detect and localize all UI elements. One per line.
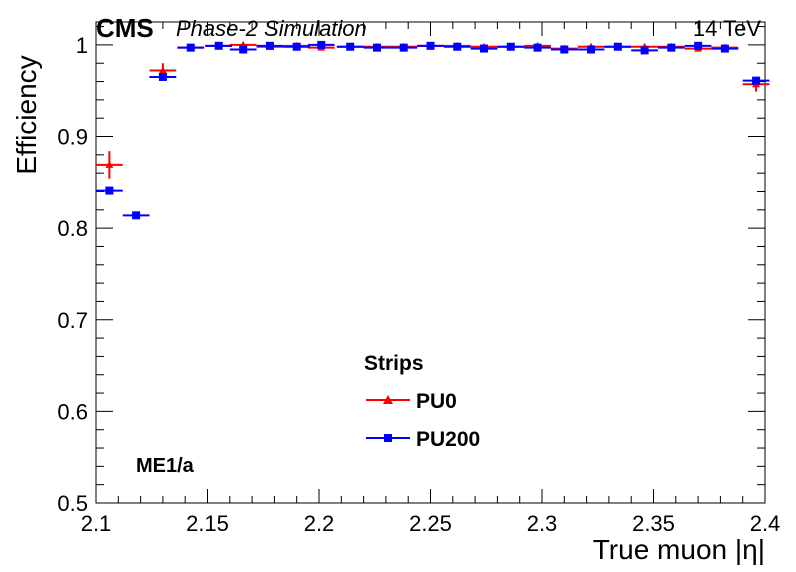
data-point-pu200	[317, 40, 326, 49]
data-point-pu200	[533, 43, 542, 52]
data-point-pu0	[158, 66, 167, 74]
y-tick-label: 0.9	[57, 125, 88, 150]
axes: 2.1 2.15 2.2 2.25 2.3 2.35 2.4 0.5 0.6 0.7 0.8 0.9 1	[57, 21, 781, 536]
simulation-status-label: Phase-2 Simulation	[176, 16, 367, 41]
legend-label-pu0: PU0	[416, 390, 457, 413]
x-tick-label: 2.25	[409, 511, 452, 536]
data-point-pu200	[399, 43, 408, 52]
x-tick-label: 2.3	[527, 511, 558, 536]
data-point-pu200	[667, 43, 676, 52]
legend-entry-pu0: PU0	[366, 390, 457, 413]
data-point-pu200	[640, 46, 649, 55]
y-tick-label: 0.6	[57, 399, 88, 424]
data-layer	[96, 40, 770, 220]
data-point-pu200	[453, 42, 462, 51]
data-point-pu200	[214, 41, 223, 50]
legend-title: Strips	[364, 352, 424, 375]
x-tick-label: 2.15	[186, 511, 229, 536]
experiment-label: CMS	[96, 13, 154, 43]
detector-region-annotation: ME1/a	[136, 455, 195, 477]
data-point-pu200	[752, 76, 761, 85]
legend-entry-pu200: PU200	[366, 428, 480, 451]
energy-label: 14 TeV	[693, 16, 761, 41]
data-point-pu200	[372, 43, 381, 52]
x-tick-label: 2.4	[750, 511, 781, 536]
data-point-pu200	[158, 72, 167, 81]
x-tick-label: 2.2	[304, 511, 335, 536]
y-tick-label: 0.8	[57, 216, 88, 241]
data-point-pu200	[720, 44, 729, 53]
y-tick-label: 0.7	[57, 308, 88, 333]
data-point-pu200	[587, 45, 596, 54]
data-point-pu200	[426, 41, 435, 50]
y-tick-label: 0.5	[57, 491, 88, 516]
data-point-pu200	[105, 186, 114, 195]
data-point-pu200	[560, 45, 569, 54]
data-point-pu200	[132, 211, 141, 220]
legend-marker-pu200	[384, 434, 392, 442]
data-point-pu200	[292, 42, 301, 51]
x-tick-label: 2.35	[632, 511, 675, 536]
data-point-pu200	[239, 45, 248, 54]
data-point-pu200	[613, 42, 622, 51]
data-point-pu0	[105, 160, 114, 168]
data-point-pu200	[346, 42, 355, 51]
data-point-pu200	[265, 41, 274, 50]
data-point-pu200	[506, 42, 515, 51]
legend-marker-pu0	[383, 395, 393, 404]
data-point-pu200	[480, 44, 489, 53]
legend-label-pu200: PU200	[416, 428, 480, 451]
y-axis-title: Efficiency	[11, 55, 42, 174]
y-tick-label: 1	[76, 33, 88, 58]
series-pu200	[96, 40, 770, 220]
data-point-pu200	[186, 43, 195, 52]
data-point-pu200	[694, 41, 703, 50]
legend: Strips PU0 PU200	[364, 352, 480, 451]
x-axis-title: True muon |η|	[593, 534, 765, 565]
x-tick-label: 2.1	[81, 511, 112, 536]
series-pu0	[96, 40, 770, 179]
